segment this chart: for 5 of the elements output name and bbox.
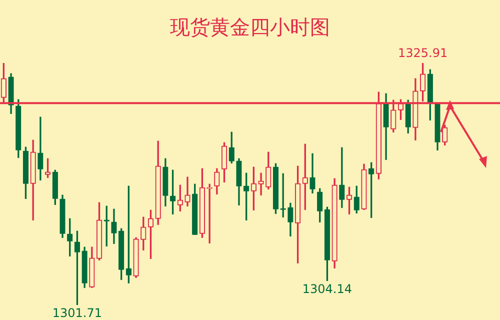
candlestick [258,172,264,196]
annotation: 1325.91 [398,46,448,60]
annotation: 1301.71 [52,306,102,320]
chart-title: 现货黄金四小时图 [169,16,331,41]
annotation: 1304.14 [302,282,352,296]
